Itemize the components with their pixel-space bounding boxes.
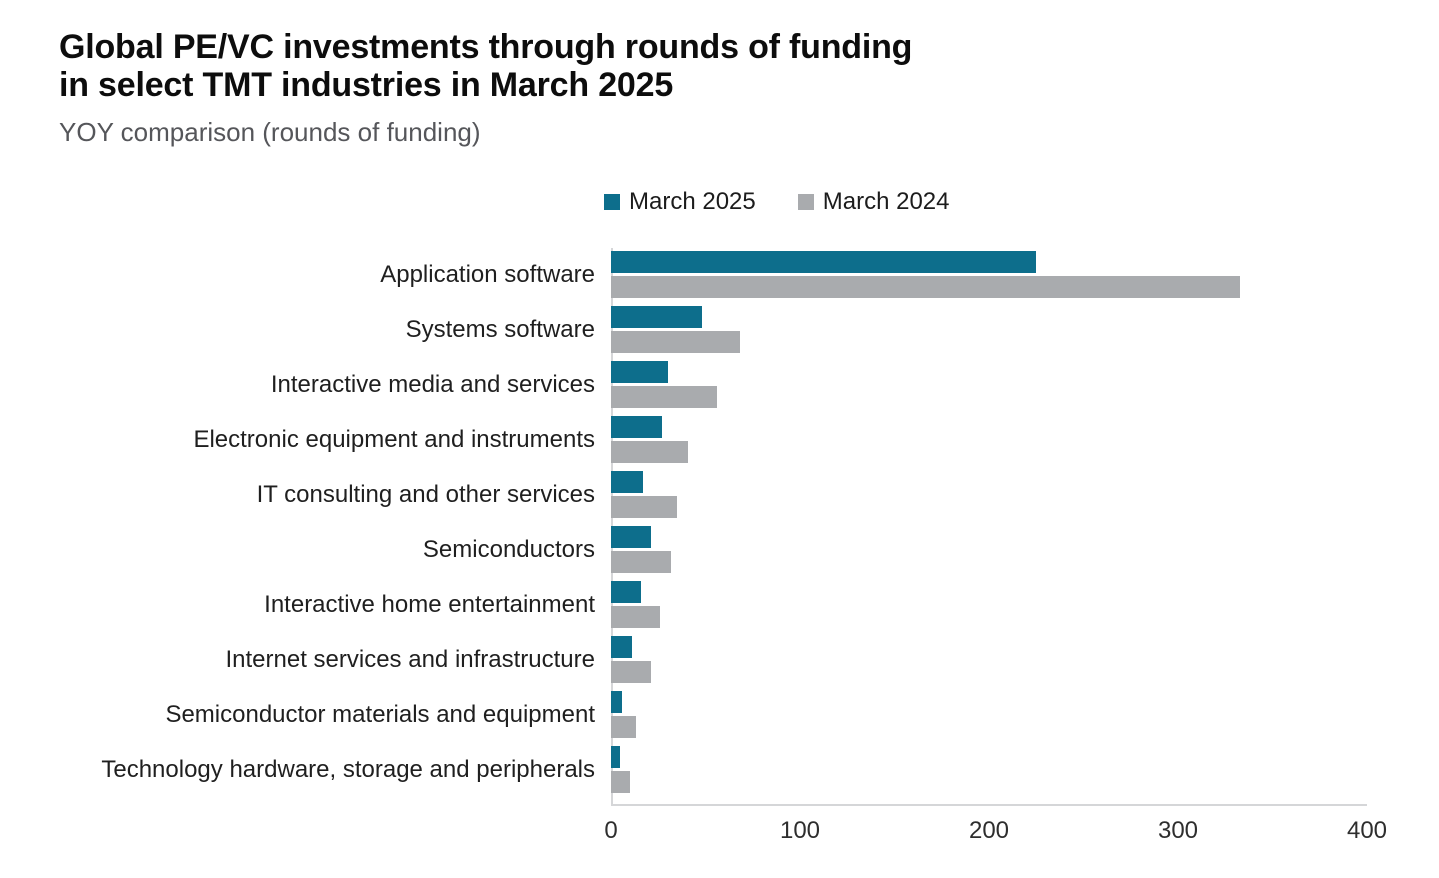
bar-march-2024 [611,441,689,463]
x-tick-label: 0 [604,817,618,844]
chart-row: Interactive media and services [0,357,1439,412]
bar-march-2025 [611,251,1037,273]
bar-march-2024 [611,331,740,353]
legend-swatch-march-2025-icon [604,194,620,210]
bar-group [611,742,1367,797]
x-tick-label: 100 [779,817,821,844]
bar-march-2024 [611,276,1241,298]
legend-label-march-2024: March 2024 [822,188,950,215]
chart-subtitle: YOY comparison (rounds of funding) [59,117,481,147]
x-axis-line [611,804,1367,806]
bar-march-2025 [611,636,632,658]
bar-march-2024 [611,606,661,628]
bar-march-2025 [611,746,621,768]
bar-march-2025 [611,581,642,603]
bar-group [611,632,1367,687]
bar-march-2025 [611,361,668,383]
bar-march-2024 [611,551,672,573]
bar-march-2025 [611,526,651,548]
chart-row: Electronic equipment and instruments [0,412,1439,467]
category-label: Interactive media and services [270,370,595,398]
bar-group [611,687,1367,742]
bar-march-2024 [611,771,630,793]
chart-title: Global PE/VC investments through rounds … [59,28,913,104]
x-tick-label: 200 [968,817,1010,844]
bar-group [611,357,1367,412]
bar-group [611,522,1367,577]
bar-march-2024 [611,661,651,683]
category-label: Interactive home entertainment [264,590,595,618]
chart-row: Interactive home entertainment [0,577,1439,632]
bar-march-2025 [611,306,702,328]
chart-row: Systems software [0,302,1439,357]
bar-march-2024 [611,386,717,408]
category-label: IT consulting and other services [256,480,595,508]
bar-march-2025 [611,416,663,438]
legend-item-march-2025: March 2025 [604,190,756,214]
category-label: Internet services and infrastructure [225,645,595,673]
category-label: Semiconductor materials and equipment [165,700,595,728]
chart-rows: Application software Systems software Inte… [0,247,1439,797]
bar-group [611,577,1367,632]
chart-row: Application software [0,247,1439,302]
bar-march-2025 [611,691,623,713]
bar-group [611,247,1367,302]
category-label: Systems software [405,315,595,343]
bar-chart: Application software Systems software Inte… [0,247,1439,844]
category-label: Application software [380,260,595,288]
x-tick-label: 400 [1346,817,1388,844]
category-label: Technology hardware, storage and periphe… [101,755,595,783]
x-axis-ticks: 0 100 200 300 400 [604,817,1387,849]
chart-legend: March 2025 March 2024 [604,190,950,214]
category-label: Electronic equipment and instruments [193,425,595,453]
chart-row: IT consulting and other services [0,467,1439,522]
bar-group [611,302,1367,357]
chart-row: Internet services and infrastructure [0,632,1439,687]
bar-march-2025 [611,471,644,493]
chart-row: Semiconductors [0,522,1439,577]
chart-row: Semiconductor materials and equipment [0,687,1439,742]
bar-march-2024 [611,716,636,738]
category-label: Semiconductors [422,535,595,563]
legend-swatch-march-2024-icon [797,194,814,210]
bar-march-2024 [611,496,678,518]
bar-group [611,467,1367,522]
legend-item-march-2024: March 2024 [797,188,950,215]
bar-group [611,412,1367,467]
legend-label-march-2025: March 2025 [629,188,756,215]
chart-row: Technology hardware, storage and periphe… [0,742,1439,797]
x-tick-label: 300 [1157,817,1199,844]
